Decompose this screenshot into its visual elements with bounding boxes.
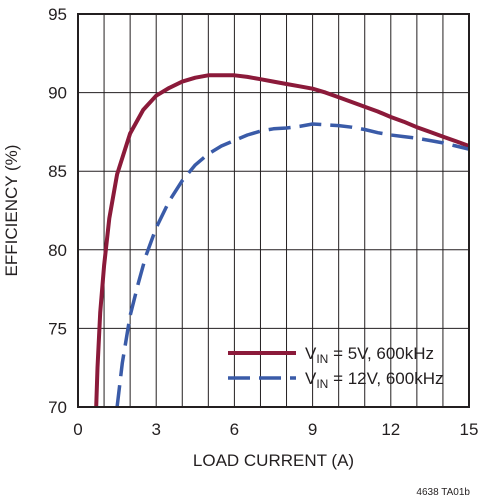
y-tick-label: 70	[48, 398, 67, 417]
y-tick-label: 80	[48, 241, 67, 260]
x-axis-title: LOAD CURRENT (A)	[193, 451, 354, 470]
legend-label-sub: IN	[316, 352, 328, 366]
series-line	[115, 122, 469, 407]
x-tick-label: 6	[230, 420, 239, 439]
x-tick-label: 3	[151, 420, 160, 439]
y-tick-label: 75	[48, 319, 67, 338]
legend-label-post: = 12V, 600kHz	[328, 369, 443, 388]
x-tick-label: 12	[381, 420, 400, 439]
x-tick-label: 0	[73, 420, 82, 439]
series-lines	[94, 73, 469, 407]
x-tick-label: 15	[460, 420, 479, 439]
legend-label: VIN = 12V, 600kHz	[305, 369, 444, 391]
x-tick-label: 9	[308, 420, 317, 439]
grid-lines	[78, 14, 469, 407]
legend-label-sub: IN	[316, 377, 328, 391]
plot-frame	[77, 13, 470, 408]
x-tick-labels: 0 3 6 9 12 15	[73, 420, 478, 439]
legend-label-pre: V	[305, 369, 317, 388]
legend-label-post: = 5V, 600kHz	[328, 344, 434, 363]
y-tick-label: 95	[48, 5, 67, 24]
legend-label-pre: V	[305, 344, 317, 363]
figure-id-footnote: 4638 TA01b	[416, 487, 470, 498]
y-tick-label: 85	[48, 162, 67, 181]
series-line	[94, 73, 469, 407]
y-axis-title: EFFICIENCY (%)	[2, 145, 21, 277]
y-tick-labels: 70 75 80 85 90 95	[48, 5, 67, 417]
y-tick-label: 90	[48, 84, 67, 103]
legend-label: VIN = 5V, 600kHz	[305, 344, 434, 366]
